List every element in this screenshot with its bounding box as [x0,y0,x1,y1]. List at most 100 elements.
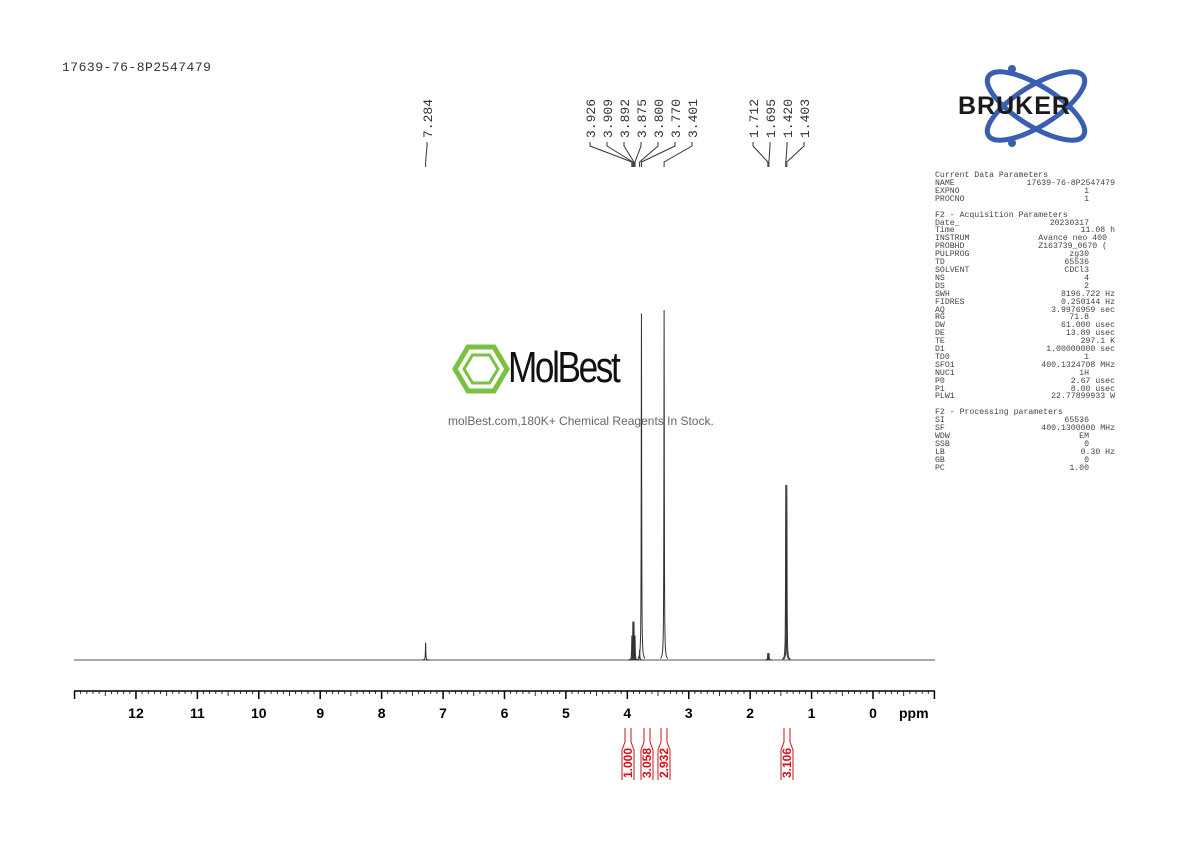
parameter-row: PLW1 22.77899933 W [935,393,1115,401]
parameter-value: 4 [1084,273,1089,283]
peak-label-leader [606,142,634,167]
parameter-value: zg30 [1069,250,1089,260]
parameter-row: SOLVENT CDCl3 [935,266,1115,275]
parameter-row: FIDRES 0.250144 Hz [935,297,1115,307]
peak-label-leader [425,142,428,167]
parameter-key: TE [935,337,945,347]
x-axis-label: ppm [899,705,929,721]
parameter-value: 20230317 [1049,218,1089,228]
parameter-row: DS 2 [935,281,1115,291]
parameter-row: DW 61.000 usec [935,322,1115,330]
x-tick-label: 1 [808,705,816,721]
peak-label: 1.403 [798,99,813,138]
peak-label: 7.284 [421,99,436,138]
parameter-section-title: F2 - Acquisition Parameters [935,210,1068,220]
parameter-value: 0.250144 Hz [1060,297,1115,307]
watermark-name: MolBest [508,343,621,392]
parameter-key: GB [935,455,945,465]
parameter-key: Time [935,226,955,236]
parameter-row: Date_ 20230317 [935,218,1115,228]
parameter-row: TE 297.1 K [935,338,1115,346]
integral-value: 3.058 [640,748,654,778]
parameter-row: LB 0.30 Hz [935,447,1115,457]
parameter-key: P0 [935,376,945,386]
x-tick-label: 6 [501,705,509,721]
x-tick-label: 9 [316,705,324,721]
parameter-value: 1.00 [1069,463,1089,473]
parameter-row: P0 2.67 usec [935,376,1115,386]
parameter-value: 11.08 h [1080,226,1115,236]
parameter-key: PULPROG [935,250,970,260]
peak-label: 3.892 [618,99,633,138]
parameter-value: 2.67 usec [1070,376,1115,386]
integral-value: 1.000 [621,748,635,778]
parameter-key: WDW [935,432,950,442]
parameter-key: DS [935,281,945,291]
integral-value: 3.106 [780,748,794,778]
peak-label-leader [623,142,635,167]
parameter-row: Time 11.08 h [935,227,1115,235]
spectrum-peak [422,642,430,661]
peak-label: 1.712 [747,99,762,138]
parameter-value: 3.9976959 sec [1051,305,1115,315]
parameter-value: 65536 [1064,258,1089,268]
parameter-row: DE 13.89 usec [935,330,1115,338]
x-tick-label: 3 [685,705,693,721]
parameter-row: INSTRUM Avance neo 400 [935,235,1115,243]
parameter-value: Z163739_0670 ( [1038,242,1107,252]
parameter-value: 0 [1084,455,1089,465]
x-tick-label: 2 [746,705,754,721]
parameter-value: 2 [1084,281,1089,291]
parameter-key: TD0 [935,352,950,362]
spectrum-peak [660,309,669,659]
parameter-key: SWH [935,289,950,299]
bruker-logo-icon [984,65,1088,147]
parameter-value: 22.77899933 W [1051,392,1115,402]
integral-bracket [640,728,654,780]
parameter-key: INSTRUM [935,234,970,244]
parameter-row: SFO1 400.1324708 MHz [935,360,1115,370]
parameter-row: NS 4 [935,273,1115,283]
parameter-row: D1 1.00000000 sec [935,345,1115,355]
parameter-row: PULPROG zg30 [935,251,1115,259]
peak-label-leader [786,142,805,167]
parameter-key: SF [935,424,945,434]
parameter-section-title: Current Data Parameters [935,171,1049,180]
parameter-value: 0 [1084,440,1089,449]
parameter-key: DW [935,321,945,331]
parameter-row: SWH 8196.722 Hz [935,289,1115,299]
parameter-row: TD 65536 [935,259,1115,267]
spectrum-peak [637,313,646,659]
parameter-key: LB [935,447,945,457]
peak-label: 3.770 [669,99,684,138]
parameter-row: PC 1.00 [935,463,1115,473]
peak-label: 3.909 [601,99,616,138]
parameter-row: PROBHD Z163739_0670 ( [935,243,1115,251]
peak-label: 3.875 [635,99,650,138]
parameter-row: PROCNO 1 [935,195,1115,204]
peak-label: 3.926 [584,99,599,138]
integral-value: 2.932 [657,748,671,778]
spectrum-peak [765,652,773,661]
parameter-key: PC [935,463,945,473]
parameter-key: NS [935,273,945,283]
parameter-key: EXPNO [935,186,960,196]
parameter-value: 13.89 usec [1065,329,1115,339]
parameter-value: Avance neo 400 [1038,234,1107,244]
parameter-value: 0.30 Hz [1080,447,1115,457]
peak-label-leader [752,142,769,167]
parameter-key: FIDRES [935,297,965,307]
parameter-row: AQ 3.9976959 sec [935,305,1115,315]
x-tick-label: 0 [869,705,877,721]
parameter-value: 1 [1084,352,1089,362]
parameter-value: 297.1 K [1080,337,1115,347]
peak-label: 1.695 [764,99,779,138]
watermark-caption: molBest.com,180K+ Chemical Reagents In S… [448,414,714,428]
parameter-key: NUC1 [935,368,955,378]
parameter-row: SF 400.1300000 MHz [935,425,1115,433]
parameter-key: RG [935,313,945,323]
parameter-key: D1 [935,345,945,355]
parameter-key: SFO1 [935,360,955,370]
x-tick-label: 10 [251,705,267,721]
